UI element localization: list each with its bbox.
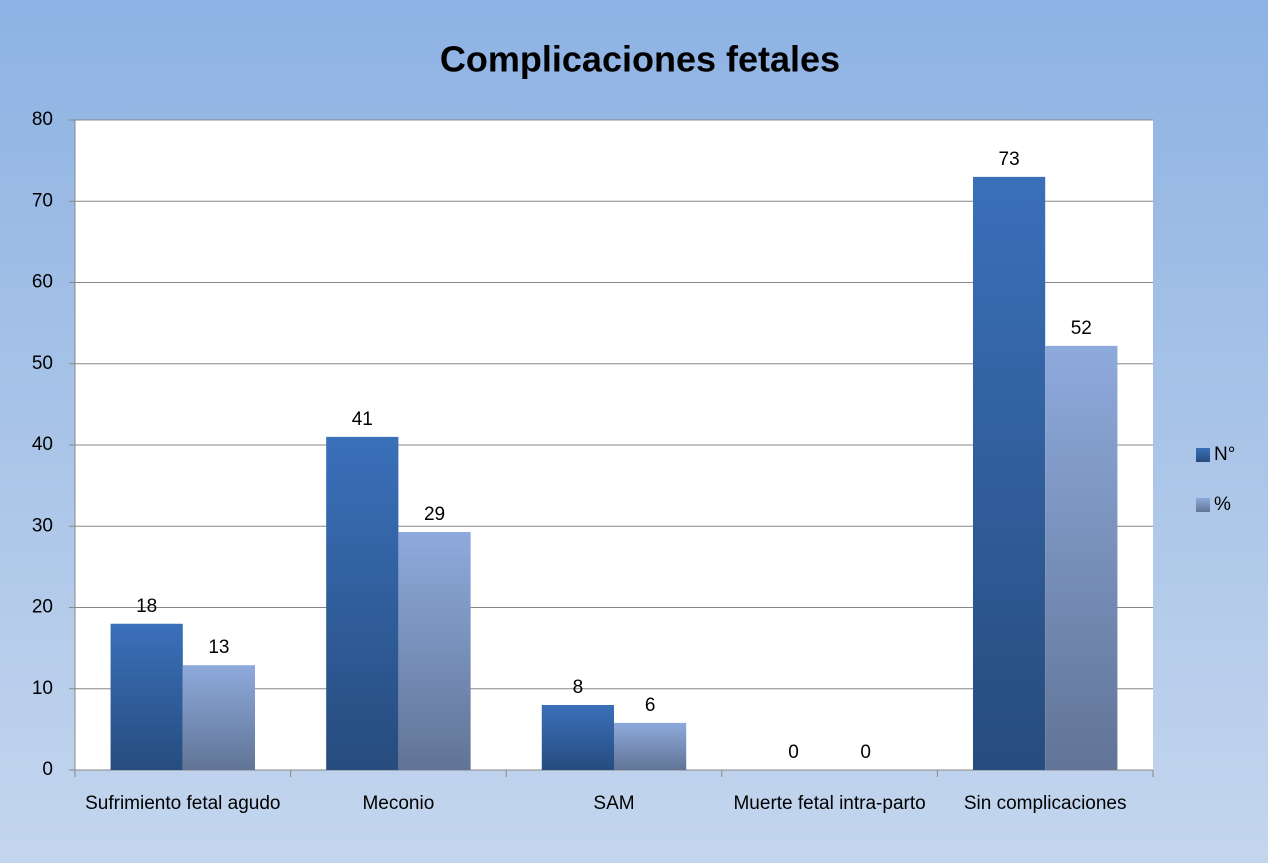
data-label: 6 [645,695,656,716]
x-tick-label: Meconio [362,793,435,814]
legend-swatch [1196,498,1210,512]
data-label: 41 [352,409,373,430]
y-tick-label: 30 [32,515,53,536]
x-tick-label: Sin complicaciones [963,793,1127,814]
y-tick-label: 80 [32,109,53,130]
y-tick-label: 20 [32,597,53,618]
y-tick-label: 10 [32,678,53,699]
y-tick-label: 40 [32,434,53,455]
y-tick-label: 0 [42,759,53,780]
bar [326,436,399,770]
legend-label: % [1214,494,1231,515]
chart-title: Complicaciones fetales [440,39,840,80]
bar [614,722,687,770]
bar [1045,345,1118,770]
y-tick-label: 60 [32,272,53,293]
data-label: 8 [573,677,584,698]
bar [972,176,1046,770]
data-label: 0 [788,742,799,763]
data-label: 0 [860,742,871,763]
data-label: 52 [1071,318,1092,339]
x-tick-label: Sufrimiento fetal agudo [85,793,281,814]
data-label: 29 [424,504,445,525]
x-tick-label: Muerte fetal intra-parto [733,793,926,814]
bar [541,705,614,770]
bar [398,531,471,770]
bar [110,623,183,770]
legend-label: N° [1214,444,1235,465]
bar [182,665,256,770]
data-label: 73 [999,149,1020,170]
y-tick-label: 50 [32,353,53,374]
legend-swatch [1196,448,1210,462]
y-tick-label: 70 [32,190,53,211]
data-label: 13 [208,637,229,658]
data-label: 18 [136,596,157,617]
x-tick-label: SAM [593,793,635,814]
